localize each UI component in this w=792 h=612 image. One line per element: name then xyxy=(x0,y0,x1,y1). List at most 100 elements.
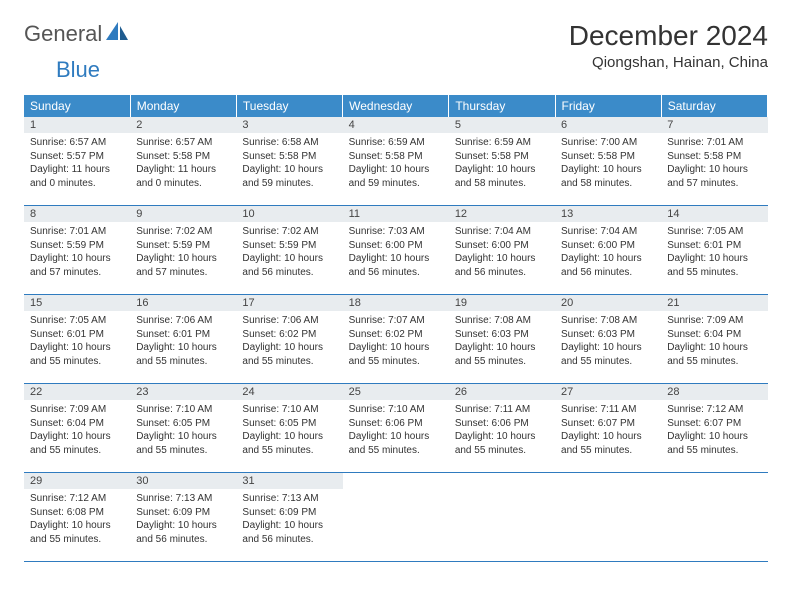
calendar-day-cell: 31Sunrise: 7:13 AMSunset: 6:09 PMDayligh… xyxy=(236,473,342,562)
location: Qiongshan, Hainan, China xyxy=(569,54,768,71)
day-details: Sunrise: 6:58 AMSunset: 5:58 PMDaylight:… xyxy=(236,133,342,194)
calendar-day-cell: 2Sunrise: 6:57 AMSunset: 5:58 PMDaylight… xyxy=(130,117,236,206)
day-details: Sunrise: 7:12 AMSunset: 6:07 PMDaylight:… xyxy=(661,400,767,461)
calendar-week-row: 22Sunrise: 7:09 AMSunset: 6:04 PMDayligh… xyxy=(24,384,768,473)
day-number: 17 xyxy=(236,295,342,311)
day-number: 14 xyxy=(661,206,767,222)
calendar-day-cell: 26Sunrise: 7:11 AMSunset: 6:06 PMDayligh… xyxy=(449,384,555,473)
day-number: 12 xyxy=(449,206,555,222)
day-number: 20 xyxy=(555,295,661,311)
calendar-day-cell: 15Sunrise: 7:05 AMSunset: 6:01 PMDayligh… xyxy=(24,295,130,384)
day-details: Sunrise: 7:01 AMSunset: 5:59 PMDaylight:… xyxy=(24,222,130,283)
calendar-day-cell: 24Sunrise: 7:10 AMSunset: 6:05 PMDayligh… xyxy=(236,384,342,473)
day-details: Sunrise: 7:08 AMSunset: 6:03 PMDaylight:… xyxy=(449,311,555,372)
day-details: Sunrise: 7:10 AMSunset: 6:05 PMDaylight:… xyxy=(236,400,342,461)
day-number: 4 xyxy=(343,117,449,133)
day-details: Sunrise: 7:13 AMSunset: 6:09 PMDaylight:… xyxy=(130,489,236,550)
day-number: 8 xyxy=(24,206,130,222)
calendar-day-cell: 12Sunrise: 7:04 AMSunset: 6:00 PMDayligh… xyxy=(449,206,555,295)
calendar-day-cell: 28Sunrise: 7:12 AMSunset: 6:07 PMDayligh… xyxy=(661,384,767,473)
day-details: Sunrise: 7:11 AMSunset: 6:07 PMDaylight:… xyxy=(555,400,661,461)
day-details: Sunrise: 7:09 AMSunset: 6:04 PMDaylight:… xyxy=(24,400,130,461)
day-number: 3 xyxy=(236,117,342,133)
day-details: Sunrise: 7:08 AMSunset: 6:03 PMDaylight:… xyxy=(555,311,661,372)
day-number: 26 xyxy=(449,384,555,400)
weekday-header: Monday xyxy=(130,95,236,117)
day-number: 11 xyxy=(343,206,449,222)
calendar-day-cell: 8Sunrise: 7:01 AMSunset: 5:59 PMDaylight… xyxy=(24,206,130,295)
weekday-header: Sunday xyxy=(24,95,130,117)
calendar-day-cell xyxy=(555,473,661,562)
day-details: Sunrise: 7:11 AMSunset: 6:06 PMDaylight:… xyxy=(449,400,555,461)
calendar-day-cell xyxy=(449,473,555,562)
day-details: Sunrise: 7:05 AMSunset: 6:01 PMDaylight:… xyxy=(24,311,130,372)
weekday-header: Saturday xyxy=(661,95,767,117)
day-number: 18 xyxy=(343,295,449,311)
day-details: Sunrise: 7:02 AMSunset: 5:59 PMDaylight:… xyxy=(236,222,342,283)
day-details: Sunrise: 6:59 AMSunset: 5:58 PMDaylight:… xyxy=(449,133,555,194)
day-details: Sunrise: 7:12 AMSunset: 6:08 PMDaylight:… xyxy=(24,489,130,550)
day-details: Sunrise: 7:02 AMSunset: 5:59 PMDaylight:… xyxy=(130,222,236,283)
day-number: 28 xyxy=(661,384,767,400)
day-number: 15 xyxy=(24,295,130,311)
calendar-day-cell: 23Sunrise: 7:10 AMSunset: 6:05 PMDayligh… xyxy=(130,384,236,473)
calendar-day-cell: 30Sunrise: 7:13 AMSunset: 6:09 PMDayligh… xyxy=(130,473,236,562)
day-details: Sunrise: 7:10 AMSunset: 6:05 PMDaylight:… xyxy=(130,400,236,461)
day-details: Sunrise: 7:06 AMSunset: 6:02 PMDaylight:… xyxy=(236,311,342,372)
day-number: 21 xyxy=(661,295,767,311)
day-number: 6 xyxy=(555,117,661,133)
weekday-header: Tuesday xyxy=(236,95,342,117)
calendar-day-cell: 9Sunrise: 7:02 AMSunset: 5:59 PMDaylight… xyxy=(130,206,236,295)
day-number: 1 xyxy=(24,117,130,133)
day-details: Sunrise: 7:04 AMSunset: 6:00 PMDaylight:… xyxy=(555,222,661,283)
day-number: 23 xyxy=(130,384,236,400)
logo-text-general: General xyxy=(24,21,102,47)
calendar-day-cell: 3Sunrise: 6:58 AMSunset: 5:58 PMDaylight… xyxy=(236,117,342,206)
calendar-day-cell: 29Sunrise: 7:12 AMSunset: 6:08 PMDayligh… xyxy=(24,473,130,562)
title-block: December 2024 Qiongshan, Hainan, China xyxy=(569,20,768,71)
day-number: 22 xyxy=(24,384,130,400)
day-number: 27 xyxy=(555,384,661,400)
day-details: Sunrise: 7:03 AMSunset: 6:00 PMDaylight:… xyxy=(343,222,449,283)
day-details: Sunrise: 7:04 AMSunset: 6:00 PMDaylight:… xyxy=(449,222,555,283)
calendar-day-cell: 27Sunrise: 7:11 AMSunset: 6:07 PMDayligh… xyxy=(555,384,661,473)
weekday-header: Thursday xyxy=(449,95,555,117)
calendar-day-cell: 1Sunrise: 6:57 AMSunset: 5:57 PMDaylight… xyxy=(24,117,130,206)
day-number: 7 xyxy=(661,117,767,133)
calendar-day-cell: 6Sunrise: 7:00 AMSunset: 5:58 PMDaylight… xyxy=(555,117,661,206)
calendar-day-cell: 20Sunrise: 7:08 AMSunset: 6:03 PMDayligh… xyxy=(555,295,661,384)
day-details: Sunrise: 6:57 AMSunset: 5:57 PMDaylight:… xyxy=(24,133,130,194)
calendar-day-cell: 17Sunrise: 7:06 AMSunset: 6:02 PMDayligh… xyxy=(236,295,342,384)
calendar-table: SundayMondayTuesdayWednesdayThursdayFrid… xyxy=(24,95,768,562)
day-details: Sunrise: 7:00 AMSunset: 5:58 PMDaylight:… xyxy=(555,133,661,194)
calendar-day-cell: 10Sunrise: 7:02 AMSunset: 5:59 PMDayligh… xyxy=(236,206,342,295)
day-details: Sunrise: 7:01 AMSunset: 5:58 PMDaylight:… xyxy=(661,133,767,194)
day-details: Sunrise: 7:13 AMSunset: 6:09 PMDaylight:… xyxy=(236,489,342,550)
day-details: Sunrise: 7:10 AMSunset: 6:06 PMDaylight:… xyxy=(343,400,449,461)
calendar-day-cell: 14Sunrise: 7:05 AMSunset: 6:01 PMDayligh… xyxy=(661,206,767,295)
logo-text-blue: Blue xyxy=(56,57,100,83)
calendar-day-cell: 18Sunrise: 7:07 AMSunset: 6:02 PMDayligh… xyxy=(343,295,449,384)
weekday-header: Wednesday xyxy=(343,95,449,117)
month-title: December 2024 xyxy=(569,20,768,52)
calendar-day-cell xyxy=(661,473,767,562)
day-details: Sunrise: 6:57 AMSunset: 5:58 PMDaylight:… xyxy=(130,133,236,194)
day-details: Sunrise: 7:05 AMSunset: 6:01 PMDaylight:… xyxy=(661,222,767,283)
calendar-day-cell: 11Sunrise: 7:03 AMSunset: 6:00 PMDayligh… xyxy=(343,206,449,295)
day-number: 9 xyxy=(130,206,236,222)
calendar-day-cell: 7Sunrise: 7:01 AMSunset: 5:58 PMDaylight… xyxy=(661,117,767,206)
day-number: 31 xyxy=(236,473,342,489)
calendar-day-cell: 19Sunrise: 7:08 AMSunset: 6:03 PMDayligh… xyxy=(449,295,555,384)
day-number: 10 xyxy=(236,206,342,222)
calendar-header-row: SundayMondayTuesdayWednesdayThursdayFrid… xyxy=(24,95,768,117)
calendar-week-row: 1Sunrise: 6:57 AMSunset: 5:57 PMDaylight… xyxy=(24,117,768,206)
logo-sail-icon xyxy=(104,20,130,47)
day-number: 19 xyxy=(449,295,555,311)
day-details: Sunrise: 7:06 AMSunset: 6:01 PMDaylight:… xyxy=(130,311,236,372)
calendar-day-cell: 16Sunrise: 7:06 AMSunset: 6:01 PMDayligh… xyxy=(130,295,236,384)
calendar-day-cell: 22Sunrise: 7:09 AMSunset: 6:04 PMDayligh… xyxy=(24,384,130,473)
calendar-day-cell: 5Sunrise: 6:59 AMSunset: 5:58 PMDaylight… xyxy=(449,117,555,206)
calendar-week-row: 29Sunrise: 7:12 AMSunset: 6:08 PMDayligh… xyxy=(24,473,768,562)
calendar-day-cell: 25Sunrise: 7:10 AMSunset: 6:06 PMDayligh… xyxy=(343,384,449,473)
weekday-header: Friday xyxy=(555,95,661,117)
